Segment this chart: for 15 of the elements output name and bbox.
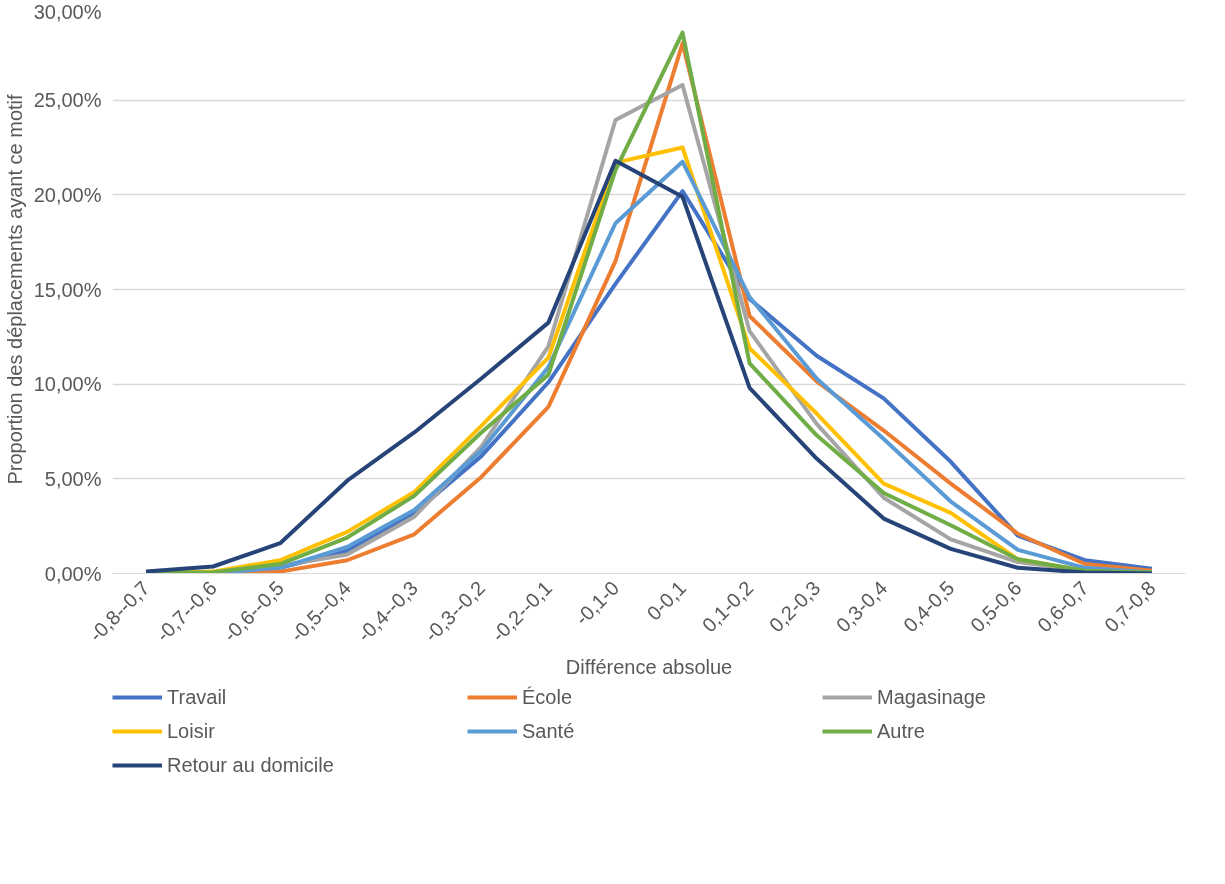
y-axis-title: Proportion des déplacements ayant ce motif <box>3 93 26 485</box>
legend-label: Retour au domicile <box>167 753 335 777</box>
x-axis-title: Différence absolue <box>565 655 733 678</box>
y-tick-label: 10,00% <box>33 373 102 396</box>
legend-label: Santé <box>522 719 576 743</box>
legend-label: Magasinage <box>877 685 987 709</box>
legend-label: École <box>522 685 574 709</box>
y-tick-label: 30,00% <box>33 0 102 23</box>
y-tick-label: 15,00% <box>33 278 102 301</box>
legend-label: Autre <box>877 719 926 743</box>
legend-label: Loisir <box>167 719 216 743</box>
y-tick-label: 25,00% <box>33 89 102 112</box>
y-tick-label: 20,00% <box>33 183 102 206</box>
y-tick-label: 5,00% <box>44 467 102 490</box>
legend-label: Travail <box>167 685 228 709</box>
